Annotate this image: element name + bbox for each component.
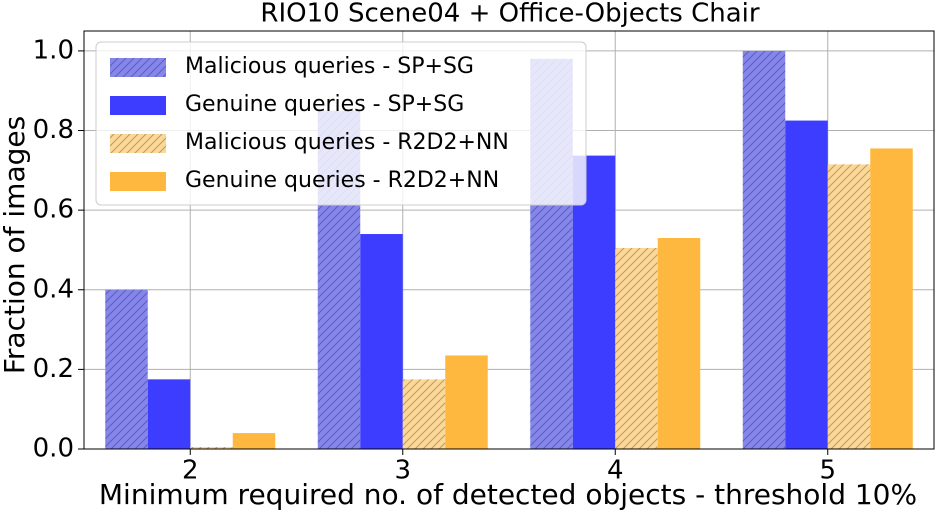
legend-swatch (110, 172, 166, 191)
bar (785, 120, 828, 450)
bar (190, 447, 233, 449)
legend-label: Genuine queries - R2D2+NN (185, 168, 499, 193)
legend-label: Malicious queries - R2D2+NN (185, 130, 509, 155)
bar (232, 433, 276, 449)
x-tick-label: 5 (819, 456, 836, 486)
y-axis-label: Fraction of images (0, 116, 31, 374)
bar (445, 355, 488, 449)
chart-title: RIO10 Scene04 + Office-Objects Chair (260, 0, 759, 29)
bar (827, 164, 871, 449)
y-tick-label: 0.0 (33, 434, 74, 464)
bar (147, 379, 191, 449)
legend-swatch (110, 58, 166, 77)
bar (360, 234, 403, 449)
y-tick-label: 0.8 (33, 115, 74, 145)
legend-swatch (110, 134, 166, 153)
bar (657, 238, 701, 449)
x-tick-label: 2 (182, 456, 199, 486)
legend-label: Genuine queries - SP+SG (185, 92, 464, 117)
x-axis-label: Minimum required no. of detected objects… (99, 478, 917, 510)
y-tick-label: 0.4 (33, 274, 74, 304)
y-tick-label: 0.2 (33, 354, 74, 384)
bar (402, 379, 446, 449)
bar (105, 289, 148, 449)
legend-label: Malicious queries - SP+SG (185, 54, 474, 79)
bar (870, 148, 913, 449)
bar (615, 247, 658, 449)
y-tick-label: 1.0 (33, 35, 74, 65)
plot-frame (83, 30, 935, 450)
y-tick-label: 0.6 (33, 195, 74, 225)
legend-box (95, 41, 587, 206)
bar (742, 50, 786, 450)
legend-swatch (110, 96, 166, 115)
x-tick-label: 4 (607, 456, 624, 486)
x-tick-label: 3 (394, 456, 411, 486)
